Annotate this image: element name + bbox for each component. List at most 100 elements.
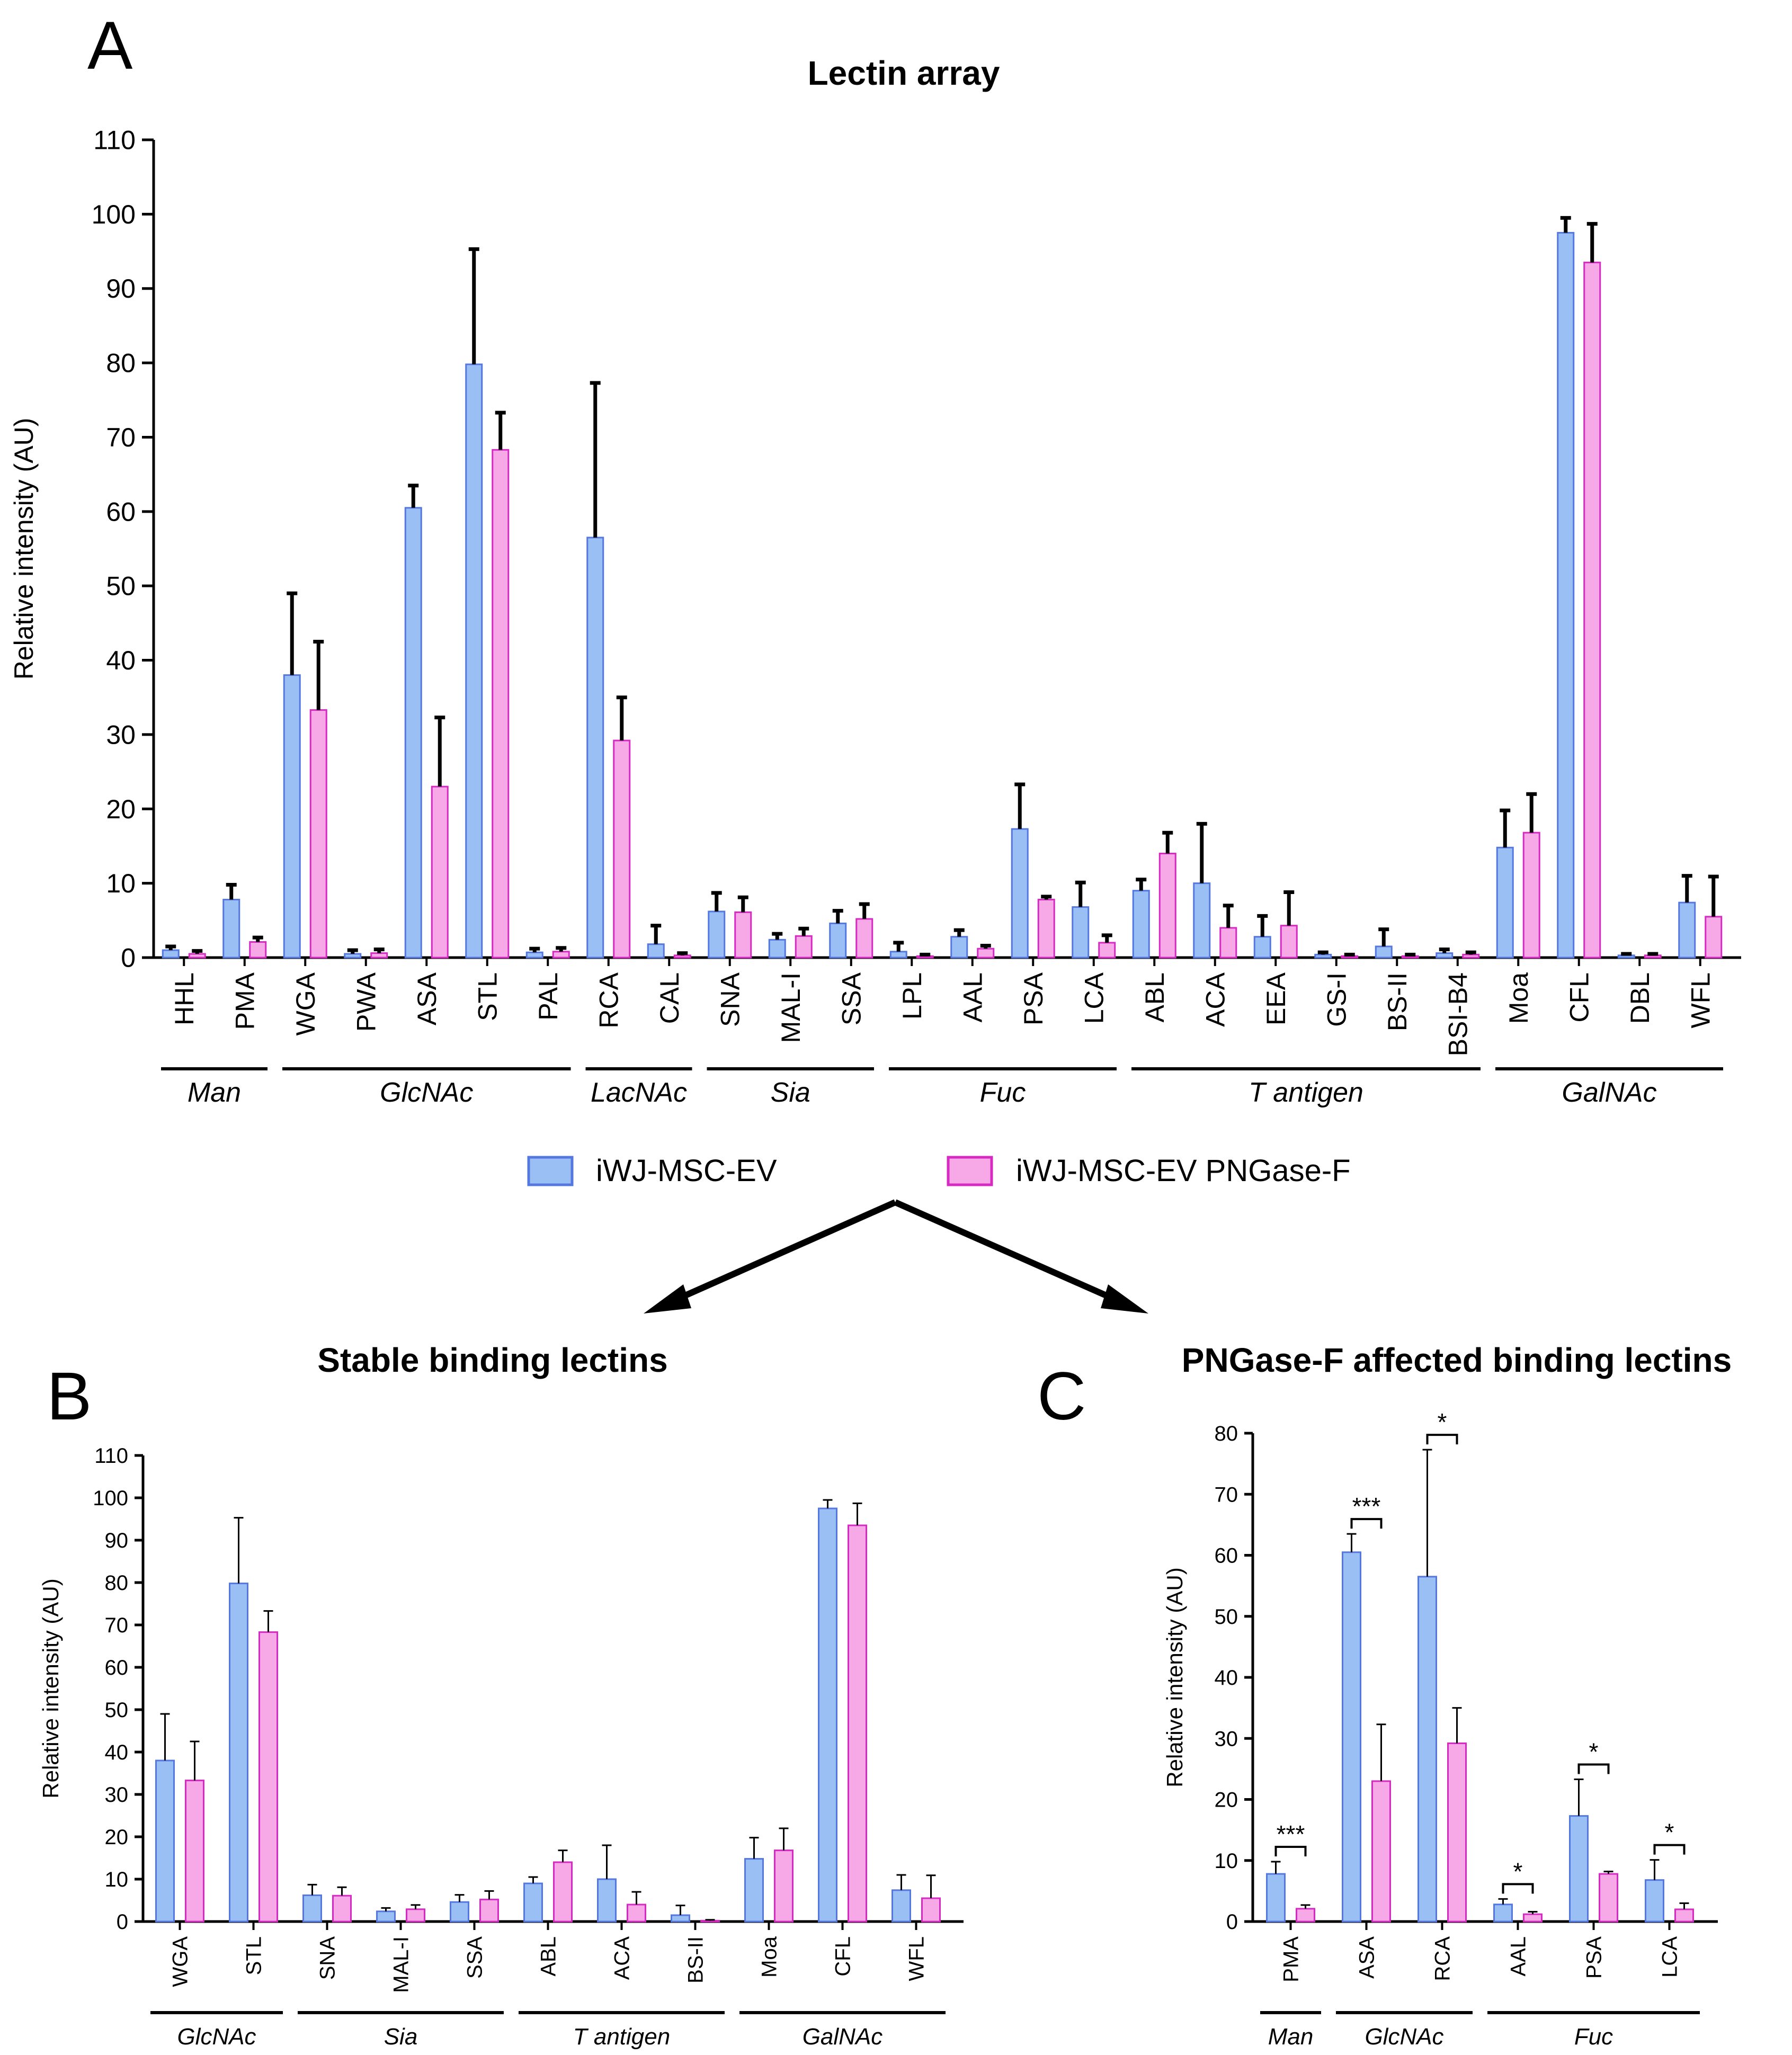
chart-b-x-label-ssa: SSA [463,1936,487,1979]
chart-b-y-tick-label-0: 0 [117,1910,128,1934]
chart-c-bar-rca-s1 [1417,1576,1437,1923]
legend-label-pngase-f: iWJ-MSC-EV PNGase-F [1016,1154,1351,1188]
chart-a-x-label-lca: LCA [1079,972,1109,1024]
chart-a-group-label-lacnac: LacNAc [591,1077,687,1108]
chart-c: 0 10 20 30 40 50 60 70 80 Relative intensity (AU)… [1162,1408,1718,2050]
chart-b-bar-sna-s2 [332,1895,352,1923]
chart-a-x-label-sna: SNA [715,972,745,1026]
chart-c-y-tick-label-60: 60 [1215,1544,1238,1568]
chart-b-bar-mal-i-s1 [376,1910,396,1923]
chart-a-bar-ssa-s1 [829,922,847,959]
chart-a-group-label-galnac: GalNAc [1562,1077,1656,1108]
chart-a-x-label-wga: WGA [291,972,320,1035]
chart-c-y-tick-label-70: 70 [1215,1483,1238,1506]
chart-a-x-label-wfl: WFL [1686,972,1715,1029]
chart-a-group-label-fuc: Fuc [980,1077,1026,1108]
chart-c-bar-lca-s2 [1674,1908,1694,1923]
chart-b-bar-moa-s2 [774,1850,794,1923]
chart-a-x-label-ssa: SSA [836,972,866,1025]
chart-b-y-tick-label-90: 90 [105,1529,129,1552]
chart-c-group-label-fuc: Fuc [1574,2024,1613,2050]
chart-a-x-label-cfl: CFL [1564,972,1594,1022]
arrow-to-c-head [1101,1284,1148,1314]
chart-a-x-label-lpl: LPL [897,972,927,1020]
chart-b-bar-abl-s1 [523,1882,543,1923]
chart-a-bar-gs-i-s1 [1314,953,1332,959]
chart-b-y-tick-label-20: 20 [105,1826,129,1849]
chart-a-bar-hhl-s1 [162,949,180,959]
chart-c-sig-bracket-aal [1502,1883,1534,1894]
chart-b-y-tick-label-60: 60 [105,1656,129,1679]
chart-c-group-label-glcnac: GlcNAc [1365,2024,1443,2050]
chart-a: 0 10 20 30 40 50 60 70 80 90 100 110 Relative intens… [9,126,1741,1108]
chart-c-bar-pma-s1 [1266,1873,1286,1923]
chart-c-x-label-rca: RCA [1431,1936,1455,1981]
chart-c-bar-psa-s1 [1569,1815,1589,1923]
chart-c-bar-psa-s2 [1599,1873,1618,1923]
chart-a-y-tick-label-80: 80 [106,349,136,378]
chart-a-x-label-rca: RCA [594,972,623,1028]
chart-b-x-label-abl: ABL [537,1936,560,1977]
chart-c-bar-pma-s2 [1296,1908,1315,1923]
chart-a-bar-ssa-s2 [855,918,873,959]
chart-a-bar-abl-s1 [1132,890,1150,959]
chart-a-bar-rca-s2 [613,739,631,959]
chart-a-group-label-glcnac: GlcNAc [380,1077,473,1108]
chart-a-x-label-cal: CAL [655,972,684,1024]
chart-a-x-label-abl: ABL [1140,972,1170,1023]
chart-b-bar-stl-s1 [229,1583,248,1923]
chart-a-x-label-psa: PSA [1019,972,1048,1025]
legend-label-iwj-msc-ev: iWJ-MSC-EV [596,1154,777,1188]
chart-b-x-label-wfl: WFL [905,1936,929,1981]
chart-c-sig-label-pma: *** [1277,1820,1305,1848]
chart-c-sig-label-asa: *** [1352,1493,1381,1520]
chart-b-y-tick-label-50: 50 [105,1699,129,1722]
chart-b-bar-ssa-s1 [450,1901,469,1923]
chart-a-x-label-pma: PMA [230,972,260,1030]
chart-b-bar-mal-i-s2 [406,1908,425,1923]
arrow-to-b-head [644,1284,691,1314]
chart-b-x-label-aca: ACA [611,1936,634,1980]
chart-a-bar-cfl-s2 [1583,262,1601,959]
panel-b-letter: B [47,1359,92,1434]
chart-a-x-label-stl: STL [472,972,502,1021]
chart-c-bar-aal-s2 [1523,1913,1543,1923]
chart-b-y-tick-label-110: 110 [94,1444,128,1468]
chart-a-bar-mal-i-s1 [768,939,786,959]
chart-a-x-label-eea: EEA [1261,972,1291,1025]
chart-a-bar-bsi-b4-s2 [1462,953,1480,959]
chart-b-bar-bs-ii-s2 [700,1919,720,1923]
chart-a-bar-bs-ii-s1 [1375,945,1393,959]
chart-b: 0 10 20 30 40 50 60 70 80 90 100 110 Relative intens… [38,1444,964,2050]
chart-b-y-label: Relative intensity (AU) [38,1578,63,1798]
chart-c-y-tick-label-50: 50 [1215,1605,1238,1629]
chart-b-y-tick-label-70: 70 [105,1614,129,1637]
chart-c-x-label-psa: PSA [1583,1936,1606,1979]
chart-a-y-tick-label-70: 70 [106,423,136,452]
chart-a-group-label-man: Man [188,1077,241,1108]
chart-a-y-tick-label-100: 100 [92,200,136,229]
chart-c-x-label-asa: ASA [1356,1936,1379,1979]
chart-a-bar-aal-s1 [950,936,968,959]
chart-a-bar-aal-s2 [977,948,995,959]
chart-a-x-label-aal: AAL [958,972,987,1023]
chart-a-bar-wfl-s1 [1678,901,1696,959]
chart-a-y-tick-label-50: 50 [106,571,136,601]
chart-c-sig-label-psa: * [1589,1738,1599,1765]
chart-a-bar-wfl-s2 [1705,916,1723,959]
chart-b-x-label-stl: STL [243,1936,266,1975]
chart-c-bar-aal-s1 [1493,1904,1513,1923]
chart-c-y-tick-label-10: 10 [1215,1850,1238,1873]
chart-c-sig-label-aal: * [1513,1857,1523,1885]
chart-a-x-label-pal: PAL [533,972,563,1021]
chart-b-bar-moa-s1 [744,1858,764,1923]
chart-b-y-tick-label-40: 40 [105,1741,129,1764]
chart-b-group-label-sia: Sia [384,2024,418,2050]
legend-swatch-pngase-f [947,1156,993,1186]
chart-b-bar-stl-s2 [258,1631,278,1923]
chart-a-y-tick-label-20: 20 [106,794,136,824]
chart-b-y-tick-label-80: 80 [105,1571,129,1595]
chart-b-y-tick-label-10: 10 [105,1868,129,1891]
chart-c-sig-label-rca: * [1438,1408,1447,1436]
